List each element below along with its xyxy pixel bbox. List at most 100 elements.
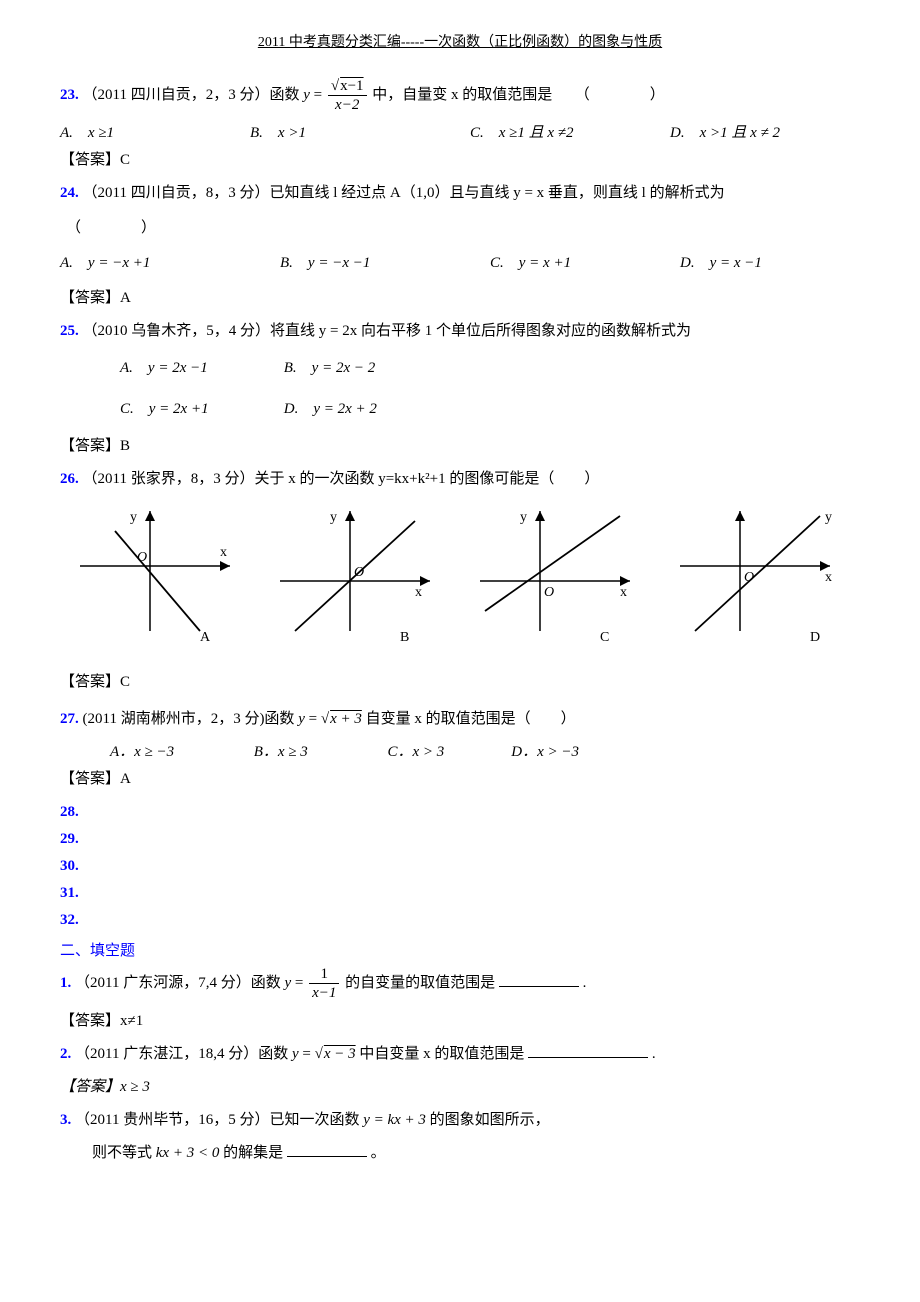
q23-answer: 【答案】C [60,147,860,174]
qnum-30: 30. [60,858,79,874]
q24-blank: （ ） [66,215,860,242]
page-header: 2011 中考真题分类汇编-----一次函数（正比例函数）的图象与性质 [60,30,860,59]
f2-answer: 【答案】x ≥ 3 [60,1074,860,1101]
f1-fraction: 1 x−1 [309,965,339,1002]
qnum-31: 31. [60,885,79,901]
fnum-3: 3. [60,1112,71,1128]
q27-opt-c: C．x > 3 [388,739,508,766]
svg-text:y: y [130,510,137,525]
q25-opt-c: C. y = 2x +1 [120,396,280,423]
q27-opt-a: A．x ≥ −3 [110,739,250,766]
qnum-24: 24. [60,185,79,201]
q24-source: （2011 四川自贡，8，3 分）已知直线 l 经过点 A（1,0）且与直线 y… [83,185,725,201]
f3-line1a: （2011 贵州毕节，16，5 分）已知一次函数 [75,1112,363,1128]
q24-answer: 【答案】A [60,285,860,312]
q24-options: A. y = −x +1 B. y = −x −1 C. y = x +1 D.… [60,250,860,277]
f3-eq2: kx + 3 < 0 [156,1145,220,1161]
f1-frac-num: 1 [309,965,339,984]
svg-text:D: D [810,630,820,645]
q25-options-row2: C. y = 2x +1 D. y = 2x + 2 [60,396,860,423]
f3-line2: 则不等式 kx + 3 < 0 的解集是 。 [60,1140,860,1167]
qnum-32: 32. [60,912,79,928]
q27-source: (2011 湖南郴州市，2，3 分)函数 [83,711,299,727]
q25-answer: 【答案】B [60,433,860,460]
f1-source: （2011 广东河源，7,4 分）函数 [75,975,284,991]
svg-text:y: y [825,510,832,525]
question-24: 24. （2011 四川自贡，8，3 分）已知直线 l 经过点 A（1,0）且与… [60,180,860,207]
f3-line2a: 则不等式 [92,1145,156,1161]
q23-frac-num: x−1 [339,78,363,94]
q25-opt-b: B. y = 2x − 2 [284,360,375,376]
svg-text:O: O [137,550,147,565]
fill-1: 1. （2011 广东河源，7,4 分）函数 y = 1 x−1 的自变量的取值… [60,965,860,1002]
svg-text:O: O [354,565,364,580]
f1-answer: 【答案】x≠1 [60,1008,860,1035]
q27-answer: 【答案】A [60,766,860,793]
question-26: 26. （2011 张家界，8，3 分）关于 x 的一次函数 y=kx+k²+1… [60,466,860,493]
q24-opt-c: C. y = x +1 [490,250,680,277]
qnum-23: 23. [60,87,79,103]
q26-source: （2011 张家界，8，3 分）关于 x 的一次函数 y=kx+k²+1 的图像… [83,471,600,487]
fill-3: 3. （2011 贵州毕节，16，5 分）已知一次函数 y = kx + 3 的… [60,1107,860,1134]
f1-punct: . [583,975,587,991]
q23-source: （2011 四川自贡，2，3 分）函数 [83,87,304,103]
q24-opt-b: B. y = −x −1 [280,250,490,277]
svg-text:O: O [544,585,554,600]
q27-tail: 自变量 x 的取值范围是（ ） [366,711,576,727]
graph-c: O x y C [470,501,650,651]
svg-text:y: y [520,510,527,525]
f2-sqrt: x − 3 [324,1046,356,1062]
f2-punct: . [652,1046,656,1062]
q25-opt-a: A. y = 2x −1 [120,355,280,382]
q25-opt-d: D. y = 2x + 2 [284,401,377,417]
fnum-2: 2. [60,1046,71,1062]
q23-options: A. x ≥1 B. x >1 C. x ≥1 且 x ≠2 D. x >1 且… [60,120,860,147]
f1-tail: 的自变量的取值范围是 [345,975,499,991]
graph-d: O x y D [670,501,850,651]
q27-options: A．x ≥ −3 B．x ≥ 3 C．x > 3 D．x > −3 [60,739,860,766]
q27-opt-d: D．x > −3 [511,744,579,760]
qnum-26: 26. [60,471,79,487]
q27-sqrt: x + 3 [330,711,362,727]
qnum-27: 27. [60,711,79,727]
q23-fraction: √x−1 x−2 [328,77,367,114]
q27-opt-b: B．x ≥ 3 [254,739,384,766]
svg-text:x: x [220,545,227,560]
qnum-28: 28. [60,804,79,820]
f3-punct: 。 [371,1145,386,1161]
q23-tail: 中，自量变 x 的取值范围是 （ ） [372,87,665,103]
qnum-25: 25. [60,323,79,339]
f2-blank [528,1042,648,1058]
fnum-1: 1. [60,975,71,991]
f3-eq: y = kx + 3 [363,1112,426,1128]
section-2-heading: 二、填空题 [60,938,860,965]
f3-line2b: 的解集是 [223,1145,283,1161]
qnum-29: 29. [60,831,79,847]
f3-line1b: 的图象如图所示， [430,1112,550,1128]
q25-options-row1: A. y = 2x −1 B. y = 2x − 2 [60,355,860,382]
q24-opt-d: D. y = x −1 [680,250,762,277]
svg-text:x: x [620,585,627,600]
q25-source: （2010 乌鲁木齐，5，4 分）将直线 y = 2x 向右平移 1 个单位后所… [83,323,691,339]
q24-opt-a: A. y = −x +1 [60,250,280,277]
svg-text:C: C [600,630,609,645]
q23-opt-c: C. x ≥1 且 x ≠2 [470,120,670,147]
graph-a: O x y A [70,501,250,651]
q23-opt-b: B. x >1 [250,120,470,147]
fill-2: 2. （2011 广东湛江，18,4 分）函数 y = √x − 3 中自变量 … [60,1041,860,1068]
q26-answer: 【答案】C [60,669,860,696]
question-27: 27. (2011 湖南郴州市，2，3 分)函数 y = √x + 3 自变量 … [60,706,860,733]
q26-graphs: O x y A O x y B [60,501,860,651]
q23-opt-d: D. x >1 且 x ≠ 2 [670,120,780,147]
svg-text:A: A [200,630,211,645]
f3-blank [287,1141,367,1157]
q23-opt-a: A. x ≥1 [60,120,250,147]
f1-frac-den: x−1 [312,985,336,1001]
svg-text:B: B [400,630,409,645]
f2-tail: 中自变量 x 的取值范围是 [359,1046,524,1062]
question-23: 23. （2011 四川自贡，2，3 分）函数 y = √x−1 x−2 中，自… [60,77,860,114]
svg-text:x: x [825,570,832,585]
graph-b: O x y B [270,501,450,651]
svg-text:O: O [744,570,754,585]
f2-source: （2011 广东湛江，18,4 分）函数 [75,1046,292,1062]
